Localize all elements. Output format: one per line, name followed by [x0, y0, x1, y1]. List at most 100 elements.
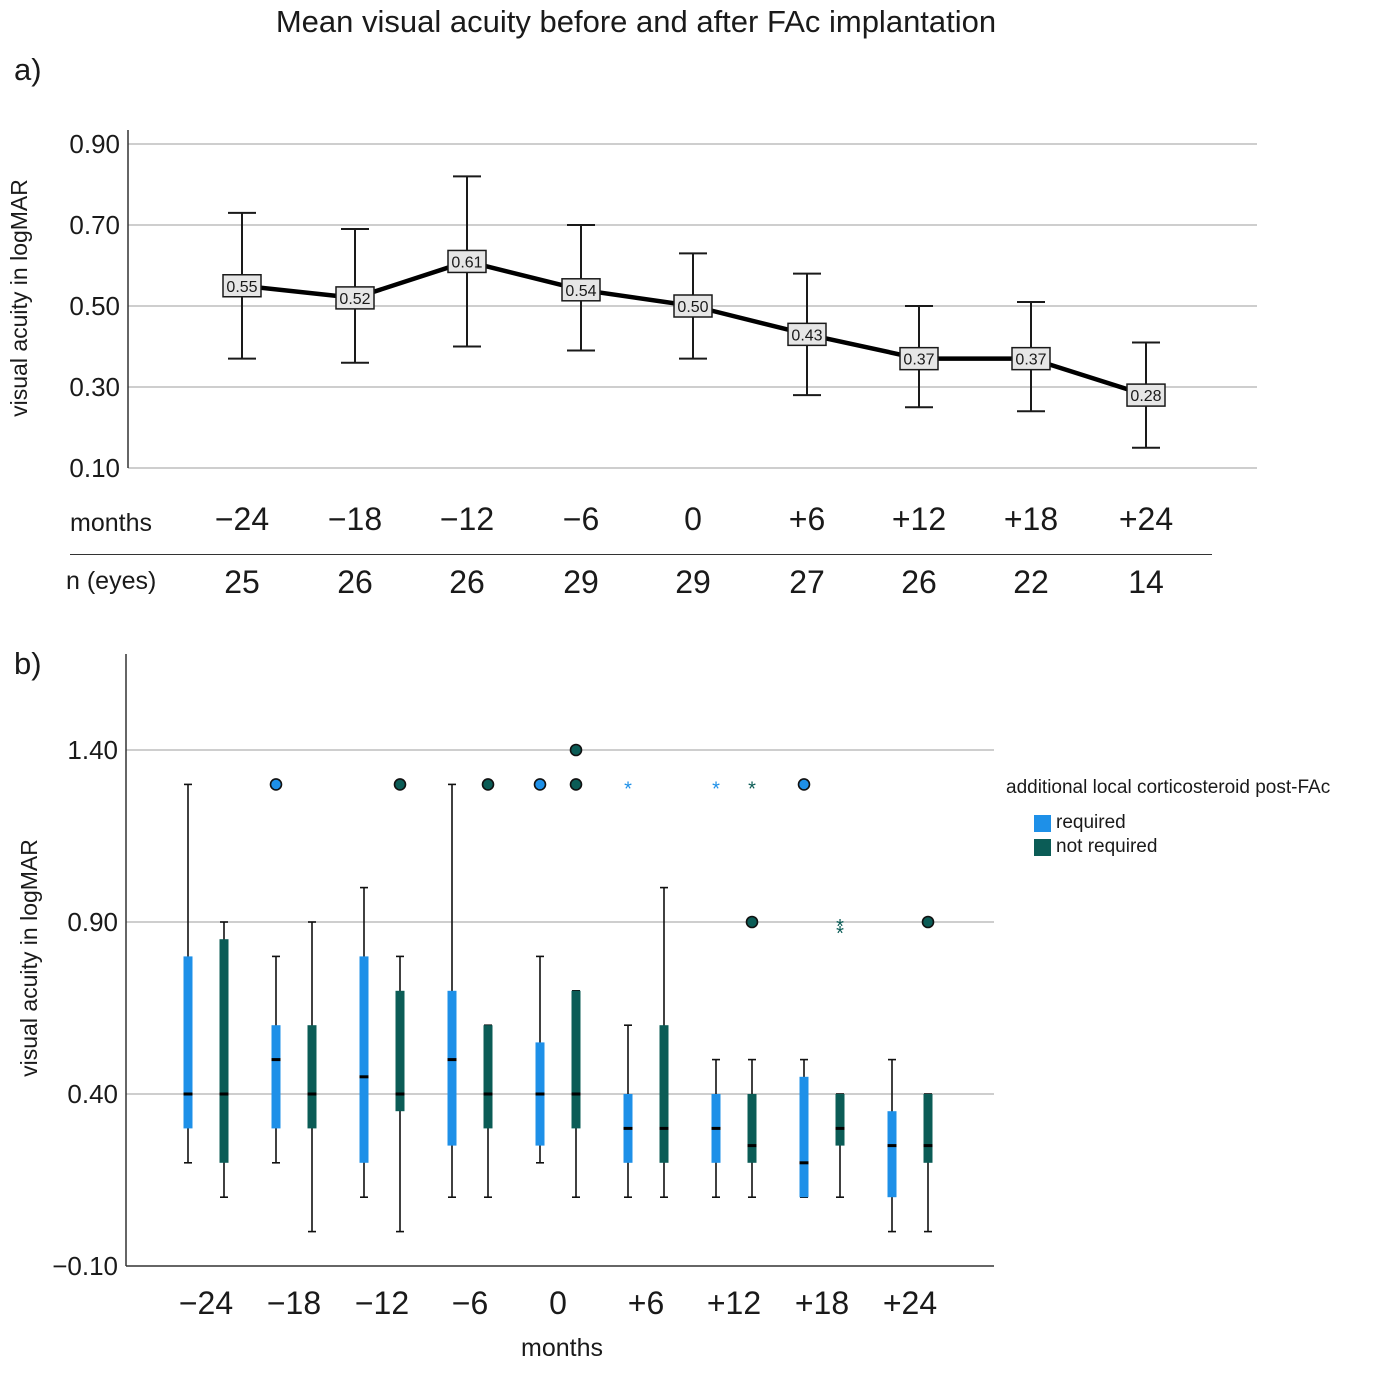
legend-item-not-required: not required	[1034, 836, 1157, 858]
table-row-label-months: months	[70, 509, 152, 537]
data-label-box	[1126, 383, 1166, 407]
month-cell: −24	[214, 501, 270, 537]
n-eyes-cell: 29	[563, 564, 599, 600]
outlier-marker	[745, 915, 759, 929]
y-tick-label-a: 0.50	[69, 291, 120, 321]
data-label-box	[899, 346, 939, 371]
month-cell: −18	[327, 501, 383, 537]
extreme-marker: *	[836, 923, 844, 945]
outlier-marker	[797, 778, 811, 791]
y-tick-label-b: 0.40	[67, 1079, 118, 1109]
x-tick-label-b: −24	[179, 1285, 233, 1321]
box	[887, 1111, 897, 1198]
data-label-box	[787, 322, 827, 347]
n-eyes-cell: 26	[449, 564, 485, 600]
box	[447, 990, 457, 1146]
y-tick-label-a: 0.90	[69, 129, 120, 159]
outlier-marker	[393, 778, 407, 791]
box	[395, 990, 405, 1112]
data-label-box	[1011, 346, 1051, 371]
month-cell: 0	[684, 501, 702, 537]
data-label-box	[222, 274, 262, 298]
box	[183, 956, 193, 1129]
month-cell: +12	[891, 501, 947, 537]
data-label-box	[335, 286, 375, 310]
x-tick-label-b: −18	[267, 1285, 321, 1321]
month-cell: +18	[1003, 501, 1059, 537]
x-tick-label-b: −12	[355, 1285, 409, 1321]
extreme-marker: *	[748, 778, 756, 800]
box	[923, 1094, 933, 1163]
outlier-marker	[269, 778, 283, 791]
data-label: 0.61	[451, 254, 482, 271]
box	[483, 1025, 493, 1129]
box	[271, 1025, 281, 1129]
n-eyes-cell: 25	[224, 564, 260, 600]
legend-title: additional local corticosteroid post-FAc	[1006, 777, 1331, 798]
month-cell: +24	[1118, 501, 1174, 537]
n-eyes-cell: 14	[1128, 564, 1164, 600]
line-chart-panel-a: 0.10 0.30 0.50 0.70 0.90 visual acuity in log…	[6, 129, 1257, 483]
x-tick-label-b: 0	[549, 1285, 567, 1321]
box	[659, 1025, 669, 1163]
x-tick-label-b: +12	[707, 1285, 761, 1321]
legend-label-not-required: not required	[1056, 836, 1158, 857]
box	[307, 1025, 317, 1129]
data-label-box	[447, 249, 487, 274]
y-tick-label-a: 0.70	[69, 210, 120, 240]
box	[359, 956, 369, 1163]
outlier-marker	[921, 915, 935, 929]
y-tick-label-b: 0.90	[67, 907, 118, 937]
y-tick-label-a: 0.30	[69, 372, 120, 402]
extreme-marker: *	[712, 778, 720, 800]
data-label: 0.54	[565, 283, 596, 300]
x-axis-title-b: months	[521, 1334, 603, 1362]
panel-a-label: a)	[14, 52, 42, 87]
month-cell: −12	[439, 501, 495, 537]
figure-title: Mean visual acuity before and after FAc …	[275, 4, 997, 39]
n-eyes-cell: 27	[789, 564, 825, 600]
extreme-marker: *	[836, 916, 844, 938]
data-label-box	[561, 278, 601, 302]
legend-swatch-required	[1034, 814, 1051, 832]
outlier-marker	[533, 778, 547, 791]
n-eyes-cell: 26	[901, 564, 937, 600]
data-label: 0.37	[1015, 352, 1046, 369]
y-tick-label-b: −0.10	[52, 1251, 118, 1281]
month-cell: −6	[562, 501, 600, 537]
data-label: 0.52	[339, 291, 370, 308]
box	[571, 990, 581, 1129]
n-eyes-cell: 22	[1013, 564, 1049, 600]
panel-b-label: b)	[14, 646, 42, 681]
x-tick-label-b: −6	[452, 1285, 488, 1321]
data-label-box	[673, 294, 713, 318]
outlier-marker	[481, 778, 495, 791]
data-label: 0.43	[791, 327, 822, 344]
n-eyes-cell: 26	[337, 564, 373, 600]
x-tick-label-b: +18	[795, 1285, 849, 1321]
y-axis-title-b: visual acuity in logMAR	[16, 839, 42, 1077]
n-eyes-cell: 29	[675, 564, 711, 600]
box	[219, 939, 229, 1163]
table-divider	[70, 554, 1212, 555]
month-cell: +6	[788, 501, 826, 537]
legend-label-required: required	[1056, 812, 1126, 833]
box	[835, 1094, 845, 1146]
extreme-marker: *	[624, 778, 632, 800]
data-label: 0.55	[226, 279, 257, 296]
data-label: 0.37	[903, 352, 934, 369]
box	[799, 1076, 809, 1198]
outlier-marker	[569, 778, 583, 791]
legend-swatch-not-required	[1034, 838, 1051, 856]
x-tick-label-b: +6	[628, 1285, 664, 1321]
data-label: 0.28	[1130, 388, 1161, 405]
legend-item-required: required	[1034, 812, 1126, 834]
data-label: 0.50	[677, 299, 708, 316]
y-axis-title-a: visual acuity in logMAR	[6, 179, 32, 417]
x-tick-label-b: +24	[883, 1285, 937, 1321]
box	[747, 1094, 757, 1163]
outlier-marker	[569, 743, 583, 757]
y-tick-label-b: 1.40	[67, 735, 118, 765]
y-tick-label-a: 0.10	[69, 453, 120, 483]
